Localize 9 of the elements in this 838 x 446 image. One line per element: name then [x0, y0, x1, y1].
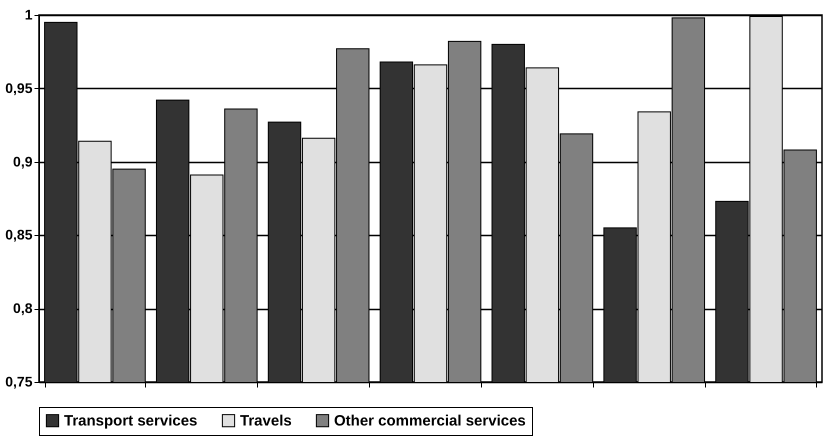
y-tick-label: 0,9	[13, 153, 33, 170]
y-tick-label: 0,85	[5, 226, 33, 243]
legend-label: Transport services	[64, 412, 198, 430]
y-tick-label: 1	[24, 6, 33, 22]
y-tick-label: 0,95	[5, 80, 33, 96]
legend-label: Other commercial services	[334, 412, 526, 430]
legend-label: Travels	[240, 412, 292, 430]
y-tick-label: 0,75	[5, 374, 33, 390]
y-tick-label: 0,8	[13, 300, 33, 316]
